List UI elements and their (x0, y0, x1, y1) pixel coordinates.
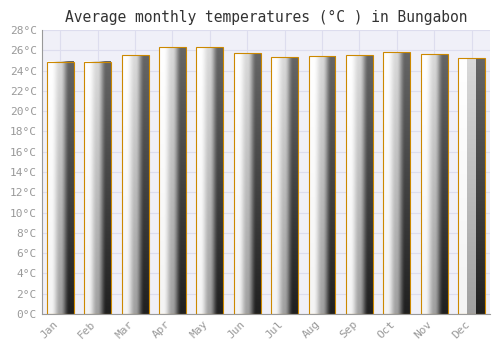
Bar (271, 57, 298, 314)
Bar (84, 62, 111, 314)
Bar (384, 52, 410, 314)
Bar (159, 47, 186, 314)
Bar (308, 56, 336, 314)
Bar (420, 54, 448, 314)
Bar (47, 62, 74, 314)
Bar (234, 54, 260, 314)
Bar (458, 58, 485, 314)
Bar (122, 55, 148, 314)
Bar (196, 47, 224, 314)
Title: Average monthly temperatures (°C ) in Bungabon: Average monthly temperatures (°C ) in Bu… (64, 10, 467, 25)
Bar (346, 55, 373, 314)
